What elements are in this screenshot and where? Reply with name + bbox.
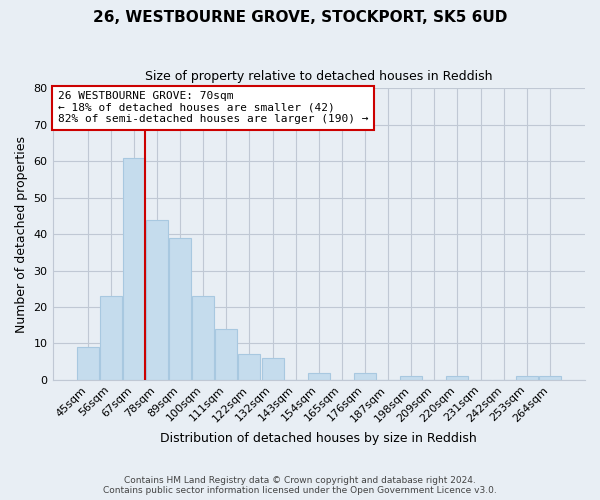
Bar [192,296,214,380]
Bar [308,372,330,380]
Title: Size of property relative to detached houses in Reddish: Size of property relative to detached ho… [145,70,493,83]
Bar [100,296,122,380]
Bar [400,376,422,380]
Bar [539,376,561,380]
Bar [354,372,376,380]
Y-axis label: Number of detached properties: Number of detached properties [15,136,28,332]
Bar [262,358,284,380]
Bar [446,376,469,380]
X-axis label: Distribution of detached houses by size in Reddish: Distribution of detached houses by size … [160,432,477,445]
Bar [516,376,538,380]
Bar [123,158,145,380]
Text: 26 WESTBOURNE GROVE: 70sqm
← 18% of detached houses are smaller (42)
82% of semi: 26 WESTBOURNE GROVE: 70sqm ← 18% of deta… [58,91,368,124]
Text: Contains HM Land Registry data © Crown copyright and database right 2024.
Contai: Contains HM Land Registry data © Crown c… [103,476,497,495]
Bar [169,238,191,380]
Bar [215,329,238,380]
Text: 26, WESTBOURNE GROVE, STOCKPORT, SK5 6UD: 26, WESTBOURNE GROVE, STOCKPORT, SK5 6UD [93,10,507,25]
Bar [77,347,98,380]
Bar [238,354,260,380]
Bar [146,220,168,380]
